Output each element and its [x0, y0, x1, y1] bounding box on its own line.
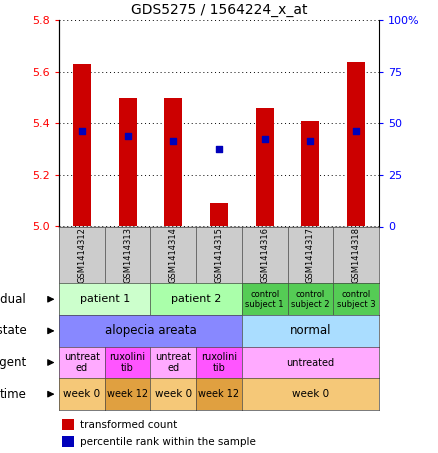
Point	[78, 128, 85, 135]
Text: week 0: week 0	[64, 389, 101, 399]
Text: week 0: week 0	[292, 389, 329, 399]
Bar	[347, 62, 365, 226]
Text: GSM1414318: GSM1414318	[352, 227, 360, 283]
Text: alopecia areata: alopecia areata	[105, 324, 196, 337]
Point	[124, 133, 131, 140]
Title: GDS5275 / 1564224_x_at: GDS5275 / 1564224_x_at	[131, 3, 307, 17]
Text: normal: normal	[290, 324, 331, 337]
Text: GSM1414316: GSM1414316	[260, 227, 269, 283]
Bar	[210, 203, 228, 226]
Text: week 0: week 0	[155, 389, 192, 399]
Text: untreated: untreated	[286, 357, 335, 367]
Text: GSM1414315: GSM1414315	[215, 227, 223, 283]
Text: week 12: week 12	[107, 389, 148, 399]
Text: untreat
ed: untreat ed	[155, 352, 191, 373]
Bar	[62, 436, 74, 447]
Text: ruxolini
tib: ruxolini tib	[201, 352, 237, 373]
Bar	[62, 419, 74, 430]
Text: individual: individual	[0, 293, 27, 306]
Text: agent: agent	[0, 356, 27, 369]
Text: GSM1414314: GSM1414314	[169, 227, 178, 283]
Bar	[301, 121, 319, 226]
Point	[261, 135, 268, 143]
Point	[307, 138, 314, 145]
Text: week 12: week 12	[198, 389, 240, 399]
Bar	[119, 98, 137, 226]
Point	[170, 138, 177, 145]
Text: ruxolini
tib: ruxolini tib	[110, 352, 146, 373]
Bar	[164, 98, 183, 226]
Text: time: time	[0, 388, 27, 400]
Text: GSM1414313: GSM1414313	[123, 227, 132, 283]
Text: transformed count: transformed count	[80, 419, 177, 429]
Bar	[255, 108, 274, 226]
Text: untreat
ed: untreat ed	[64, 352, 100, 373]
Text: percentile rank within the sample: percentile rank within the sample	[80, 437, 256, 447]
Text: GSM1414312: GSM1414312	[78, 227, 86, 283]
Point	[215, 145, 223, 153]
Text: control
subject 2: control subject 2	[291, 289, 330, 309]
Text: control
subject 1: control subject 1	[245, 289, 284, 309]
Bar	[73, 64, 91, 226]
Text: patient 2: patient 2	[171, 294, 221, 304]
Text: disease state: disease state	[0, 324, 27, 337]
Point	[353, 128, 360, 135]
Text: control
subject 3: control subject 3	[337, 289, 375, 309]
Text: GSM1414317: GSM1414317	[306, 227, 315, 283]
Text: patient 1: patient 1	[80, 294, 130, 304]
